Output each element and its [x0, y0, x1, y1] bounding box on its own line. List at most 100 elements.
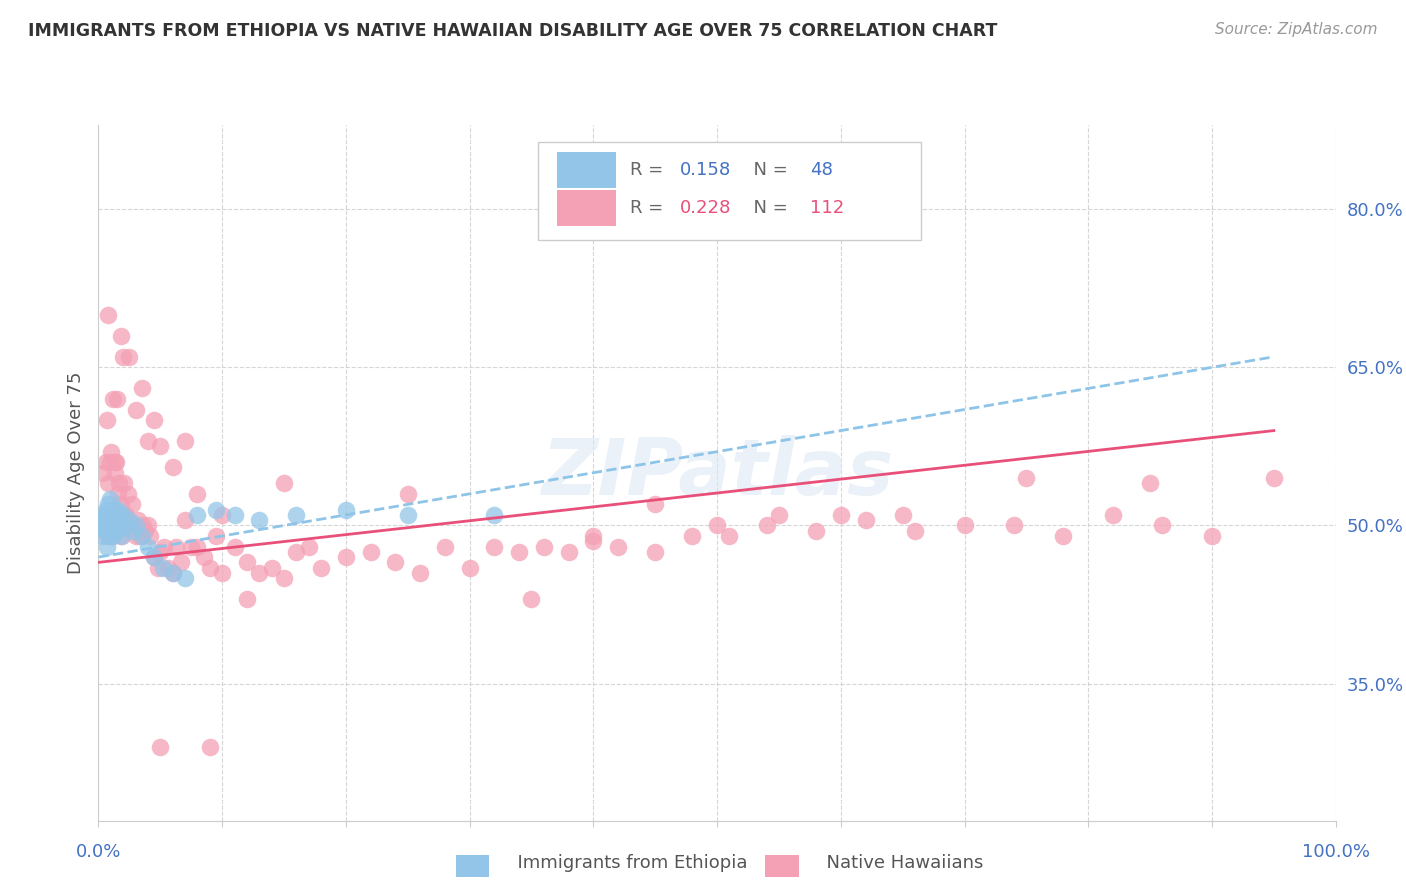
Point: [143, 550, 166, 565]
Point: [97, 308, 120, 322]
Point: [101, 508, 124, 522]
Point: [557, 545, 579, 559]
Point: [260, 560, 283, 574]
Point: [607, 540, 630, 554]
Point: [108, 476, 131, 491]
Point: [236, 592, 259, 607]
Text: 0.158: 0.158: [681, 161, 731, 179]
Point: [804, 524, 827, 538]
Point: [117, 487, 139, 501]
Text: N =: N =: [742, 200, 793, 218]
Point: [162, 566, 184, 580]
Point: [211, 566, 233, 580]
Text: Native Hawaiians: Native Hawaiians: [815, 855, 984, 872]
Text: 0.228: 0.228: [681, 200, 731, 218]
Point: [96, 518, 118, 533]
Point: [718, 529, 741, 543]
Point: [170, 555, 193, 569]
Point: [104, 513, 127, 527]
Point: [224, 508, 246, 522]
Point: [768, 508, 790, 522]
Point: [273, 476, 295, 491]
Point: [285, 508, 308, 522]
Point: [247, 566, 270, 580]
Point: [1152, 518, 1174, 533]
Point: [180, 540, 202, 554]
Point: [100, 518, 122, 533]
Point: [122, 524, 145, 538]
Point: [384, 555, 406, 569]
Point: [124, 518, 146, 533]
Point: [146, 560, 169, 574]
Point: [103, 466, 125, 480]
Point: [114, 518, 136, 533]
Point: [105, 524, 128, 538]
Point: [103, 455, 125, 469]
Point: [131, 381, 153, 395]
Point: [247, 513, 270, 527]
Point: [644, 497, 666, 511]
Point: [110, 497, 132, 511]
Point: [105, 392, 128, 406]
Point: [1015, 471, 1038, 485]
Point: [335, 550, 357, 565]
Point: [153, 540, 176, 554]
Point: [105, 508, 128, 522]
Point: [98, 508, 121, 522]
Point: [409, 566, 432, 580]
Point: [98, 492, 121, 507]
Point: [98, 508, 121, 522]
Point: [103, 529, 125, 543]
Point: [681, 529, 703, 543]
Point: [1139, 476, 1161, 491]
Point: [149, 739, 172, 754]
Point: [162, 566, 184, 580]
Text: R =: R =: [630, 161, 669, 179]
Point: [165, 540, 187, 554]
Text: R =: R =: [630, 200, 669, 218]
Point: [433, 540, 456, 554]
Point: [134, 524, 156, 538]
Point: [131, 529, 153, 543]
Point: [107, 502, 129, 516]
Point: [96, 540, 118, 554]
Point: [755, 518, 778, 533]
Point: [97, 497, 120, 511]
Point: [335, 502, 357, 516]
Point: [118, 518, 141, 533]
Point: [101, 529, 124, 543]
Text: 100.0%: 100.0%: [1302, 843, 1369, 861]
Point: [186, 508, 208, 522]
FancyBboxPatch shape: [557, 190, 616, 227]
Text: 112: 112: [810, 200, 844, 218]
Point: [124, 529, 146, 543]
Point: [174, 434, 197, 449]
Point: [360, 545, 382, 559]
Point: [94, 455, 117, 469]
Point: [100, 518, 122, 533]
Point: [118, 513, 141, 527]
Point: [582, 534, 605, 549]
Point: [1102, 508, 1125, 522]
Point: [186, 487, 208, 501]
Point: [112, 476, 135, 491]
Point: [533, 540, 555, 554]
Point: [205, 529, 228, 543]
Point: [105, 508, 128, 522]
Point: [107, 487, 129, 501]
Point: [94, 502, 117, 516]
Text: ZIPatlas: ZIPatlas: [541, 434, 893, 511]
Point: [149, 545, 172, 559]
Point: [508, 545, 530, 559]
Point: [174, 571, 197, 585]
Point: [396, 487, 419, 501]
Point: [100, 502, 122, 516]
Point: [953, 518, 976, 533]
Point: [891, 508, 914, 522]
Point: [91, 508, 114, 522]
Point: [1002, 518, 1025, 533]
Point: [93, 518, 115, 533]
Point: [93, 466, 115, 480]
Text: N =: N =: [742, 161, 793, 179]
Point: [1201, 529, 1223, 543]
